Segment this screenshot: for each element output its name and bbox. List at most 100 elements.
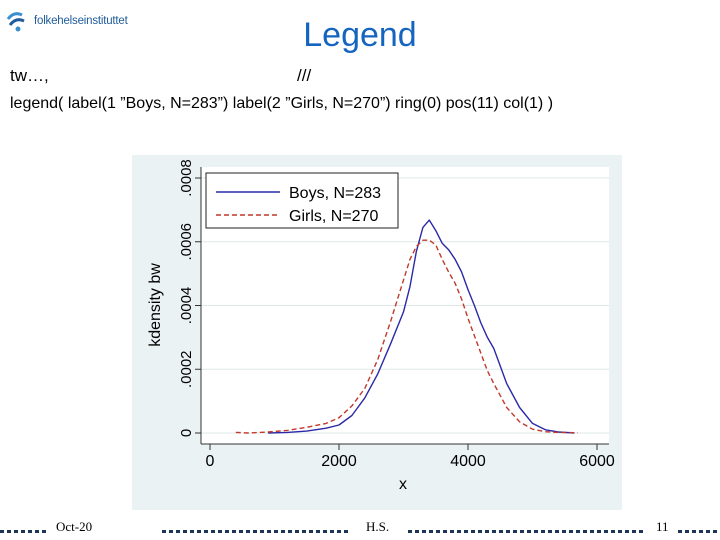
footer-dot (590, 530, 594, 533)
legend-label-girls: Girls, N=270 (289, 208, 378, 225)
footer-dot (692, 530, 696, 533)
footer-dot (611, 530, 615, 533)
footer-dot (21, 530, 25, 533)
footer-dot (541, 530, 545, 533)
footer-dot (267, 530, 271, 533)
footer-dot (457, 530, 461, 533)
y-tick-label: .0008 (178, 159, 195, 197)
footer-decoration-middle-right (408, 520, 648, 540)
footer-dot (239, 530, 243, 533)
y-axis-ticks: 0 .0002 .0004 .0006 .0008 (178, 159, 201, 437)
footer-dot (162, 530, 166, 533)
footer-dot (211, 530, 215, 533)
footer-dot (309, 530, 313, 533)
footer-dot (225, 530, 229, 533)
footer-dot (197, 530, 201, 533)
command-start: tw…, (10, 66, 49, 85)
footer-dot (604, 530, 608, 533)
footer-dot (260, 530, 264, 533)
footer-dot (699, 530, 703, 533)
footer-dot (183, 530, 187, 533)
footer-dot (232, 530, 236, 533)
footer-dot (562, 530, 566, 533)
footer-dot (618, 530, 622, 533)
kdensity-chart: 0 .0002 .0004 .0006 .0008 0 2000 4000 6000 kden… (132, 155, 622, 510)
footer-dot (555, 530, 559, 533)
series-line-boys (268, 219, 575, 434)
footer-dot (14, 530, 18, 533)
footer-dot (295, 530, 299, 533)
footer-decoration-middle-left (162, 520, 357, 540)
series-line-girls (235, 239, 578, 434)
footer-dot (330, 530, 334, 533)
footer-dot (218, 530, 222, 533)
y-tick-label: 0 (178, 429, 195, 437)
footer-dot (190, 530, 194, 533)
footer-dot (625, 530, 629, 533)
x-tick-label: 2000 (321, 453, 357, 470)
footer-dot (253, 530, 257, 533)
footer-dot (471, 530, 475, 533)
x-axis-ticks: 0 2000 4000 6000 (206, 444, 615, 470)
footer-dot (685, 530, 689, 533)
footer-dot (422, 530, 426, 533)
footer-decoration-left (0, 520, 50, 540)
footer-dot (429, 530, 433, 533)
curves (235, 219, 578, 434)
footer-decoration-right (678, 520, 720, 540)
footer-dot (506, 530, 510, 533)
x-tick-label: 0 (206, 453, 215, 470)
footer-page-number: 11 (656, 519, 669, 534)
footer-dot (302, 530, 306, 533)
y-tick-label: .0004 (178, 287, 195, 325)
footer-dot (408, 530, 412, 533)
footer-dot (464, 530, 468, 533)
footer-dot (569, 530, 573, 533)
slide-title: Legend (303, 16, 417, 54)
footer-dot (499, 530, 503, 533)
y-tick-label: .0006 (178, 223, 195, 261)
footer-author: H.S. (366, 519, 390, 534)
footer-dot (678, 530, 682, 533)
legend-label-boys: Boys, N=283 (289, 185, 381, 202)
footer-dot (274, 530, 278, 533)
footer-dot (204, 530, 208, 533)
footer-dot (28, 530, 32, 533)
legend: Boys, N=283 Girls, N=270 (205, 172, 399, 229)
legend-box (205, 172, 399, 229)
footer-dot (323, 530, 327, 533)
footer-dot (576, 530, 580, 533)
footer-dot (527, 530, 531, 533)
y-axis-label: kdensity bw (147, 263, 164, 347)
footer-dot (344, 530, 348, 533)
footer-dot (337, 530, 341, 533)
footer-dot (713, 530, 717, 533)
footer-dot (169, 530, 173, 533)
footer-dot (639, 530, 643, 533)
footer-dot (316, 530, 320, 533)
footer-dot (450, 530, 454, 533)
x-tick-label: 4000 (450, 453, 486, 470)
footer-dot (492, 530, 496, 533)
footer-dot (548, 530, 552, 533)
logo: folkehelseinstituttet (6, 8, 146, 34)
footer-dot (42, 530, 46, 533)
logo-text: folkehelseinstituttet (34, 15, 128, 27)
legend-command: legend( label(1 ”Boys, N=283”) label(2 ”… (10, 95, 554, 112)
footer-dot (583, 530, 587, 533)
footer-dot (597, 530, 601, 533)
footer-dot (478, 530, 482, 533)
footer-dot (246, 530, 250, 533)
footer-dot (7, 530, 11, 533)
footer-dot (534, 530, 538, 533)
footer-dot (281, 530, 285, 533)
footer-dot (485, 530, 489, 533)
command-continuation: /// (297, 66, 312, 85)
logo-mark-icon (6, 12, 25, 32)
footer-dot (176, 530, 180, 533)
footer-date: Oct-20 (56, 519, 93, 534)
footer-dot (632, 530, 636, 533)
footer-dot (436, 530, 440, 533)
footer-dot (0, 530, 4, 533)
y-tick-label: .0002 (178, 350, 195, 388)
